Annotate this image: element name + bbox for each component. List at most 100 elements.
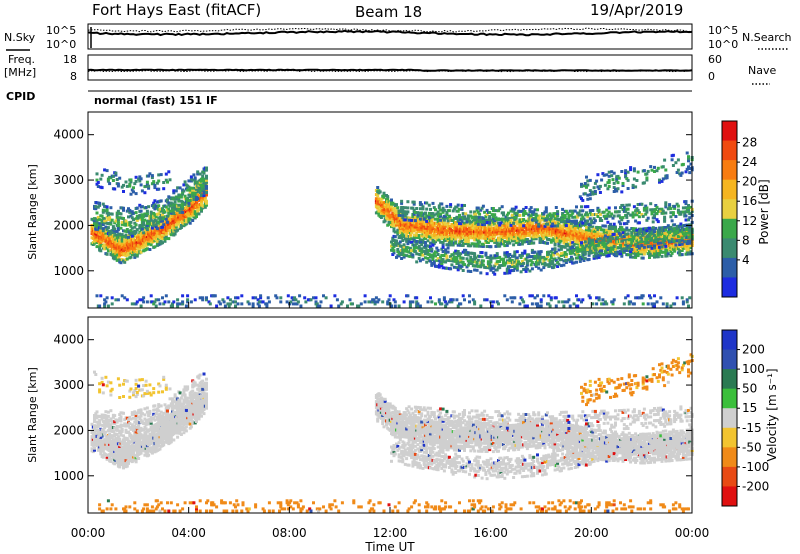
power-sample bbox=[491, 209, 495, 213]
power-sample bbox=[674, 233, 678, 237]
power-sample bbox=[607, 206, 611, 210]
power-sample bbox=[162, 223, 166, 227]
power-sample bbox=[493, 264, 497, 268]
power-sample bbox=[530, 223, 534, 227]
power-sample bbox=[488, 215, 492, 219]
power-sample bbox=[635, 249, 639, 253]
power-sample bbox=[538, 254, 542, 258]
power-sample bbox=[507, 219, 510, 223]
power-sample bbox=[157, 187, 161, 191]
power-sample bbox=[133, 255, 137, 259]
power-sample bbox=[476, 206, 480, 210]
power-sample bbox=[593, 246, 597, 250]
power-sample bbox=[670, 227, 674, 231]
power-sample bbox=[205, 166, 208, 170]
power-sample bbox=[640, 238, 644, 241]
power-sample bbox=[157, 220, 161, 224]
power-sample bbox=[606, 220, 610, 224]
power-sample bbox=[615, 254, 619, 258]
power-sample bbox=[417, 236, 421, 240]
power-sample bbox=[144, 206, 148, 209]
power-sample bbox=[431, 201, 435, 205]
power-sample bbox=[557, 256, 561, 260]
power-sample bbox=[198, 190, 202, 194]
power-sample bbox=[606, 240, 610, 243]
power-sample bbox=[106, 218, 110, 221]
power-sample bbox=[495, 242, 499, 246]
power-sample bbox=[106, 249, 110, 253]
power-sample bbox=[441, 230, 445, 234]
power-sample bbox=[449, 267, 453, 271]
power-sample bbox=[405, 248, 409, 251]
power-sample bbox=[164, 172, 168, 176]
power-sample bbox=[476, 258, 480, 262]
power-sample bbox=[466, 216, 470, 220]
power-sample bbox=[456, 209, 460, 213]
power-sample bbox=[530, 248, 534, 252]
power-sample bbox=[542, 212, 546, 216]
power-sample bbox=[148, 172, 152, 176]
power-sample bbox=[456, 250, 460, 253]
power-sample bbox=[437, 204, 441, 208]
power-sample bbox=[455, 231, 459, 235]
power-sample bbox=[164, 236, 168, 240]
power-sample bbox=[172, 191, 176, 195]
power-sample bbox=[377, 205, 381, 209]
power-sample bbox=[405, 254, 409, 258]
power-sample bbox=[524, 269, 528, 273]
power-sample bbox=[493, 213, 497, 217]
power-sample bbox=[542, 266, 546, 270]
power-sample bbox=[653, 255, 656, 259]
power-sample bbox=[400, 210, 404, 213]
power-sample bbox=[554, 206, 558, 209]
power-sample bbox=[429, 231, 432, 235]
power-sample bbox=[195, 213, 198, 216]
power-sample bbox=[483, 223, 487, 227]
power-sample bbox=[575, 219, 578, 223]
power-sample bbox=[162, 181, 166, 184]
power-sample bbox=[426, 250, 430, 254]
power-sample bbox=[452, 255, 456, 259]
power-sample bbox=[172, 189, 176, 193]
power-sample bbox=[543, 224, 547, 228]
power-sample bbox=[567, 215, 571, 219]
power-sample bbox=[576, 252, 580, 256]
power-sample bbox=[422, 232, 426, 236]
power-sample bbox=[489, 254, 493, 258]
power-sample bbox=[447, 215, 451, 219]
power-sample bbox=[687, 250, 690, 254]
power-sample bbox=[577, 213, 581, 217]
power-sample bbox=[466, 238, 470, 241]
power-sample bbox=[664, 244, 668, 248]
power-sample bbox=[397, 213, 401, 217]
power-sample bbox=[139, 215, 143, 219]
power-sample bbox=[590, 251, 594, 255]
power-sample bbox=[614, 225, 617, 229]
power-sample bbox=[431, 237, 435, 241]
power-sample bbox=[573, 229, 577, 233]
power-sample bbox=[622, 239, 626, 243]
power-sample bbox=[617, 214, 621, 218]
power-sample bbox=[631, 227, 635, 231]
power-sample bbox=[205, 203, 208, 207]
power-sample bbox=[510, 262, 514, 266]
power-sample bbox=[418, 259, 422, 263]
power-sample bbox=[188, 190, 192, 194]
power-sample bbox=[658, 251, 661, 254]
power-sample bbox=[99, 226, 103, 230]
power-sample bbox=[513, 217, 517, 221]
power-sample bbox=[129, 220, 133, 224]
power-sample bbox=[495, 268, 499, 272]
power-sample bbox=[143, 218, 147, 222]
power-sample bbox=[145, 228, 149, 232]
power-sample bbox=[113, 231, 117, 235]
power-sample bbox=[661, 241, 665, 245]
noise-tick-left-bottom: 10^0 bbox=[46, 38, 76, 51]
freq-traces bbox=[87, 68, 693, 73]
power-sample bbox=[651, 226, 655, 230]
power-sample bbox=[393, 230, 397, 234]
power-sample bbox=[485, 272, 489, 276]
power-sample bbox=[400, 253, 404, 256]
power-sample bbox=[498, 260, 502, 263]
power-sample bbox=[183, 202, 187, 206]
